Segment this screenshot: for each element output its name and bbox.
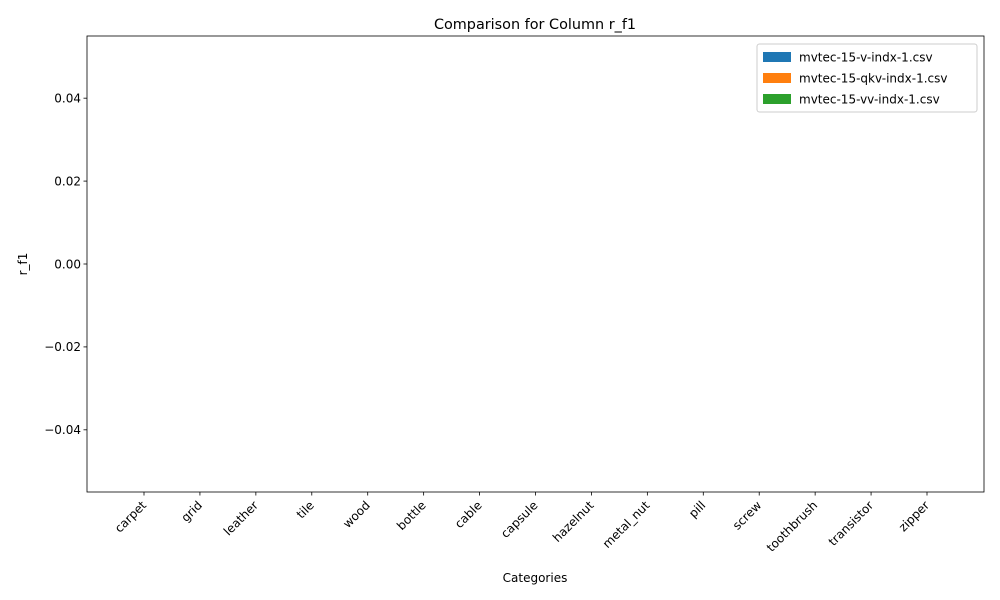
x-tick-label-transistor: transistor [826,498,877,549]
y-tick-label: −0.04 [44,423,81,437]
x-tick-label-tile: tile [294,498,317,521]
legend-box [756,43,978,113]
x-tick-label-cable: cable [452,498,485,531]
x-axis: carpet grid leather tile wood bottle cable caps… [112,492,932,555]
chart-title: Comparison for Column r_f1 [434,17,636,33]
legend-label-3: mvtec-15-vv-indx-1.csv [799,93,940,107]
y-tick-label: 0.00 [54,257,81,271]
x-tick-label-grid: grid [179,498,206,525]
x-tick-label-screw: screw [730,498,765,533]
x-tick-label-hazelnut: hazelnut [550,498,597,545]
legend-label-1: mvtec-15-v-indx-1.csv [799,51,933,65]
x-tick-label-bottle: bottle [394,498,429,533]
x-tick-label-wood: wood [340,498,373,531]
legend-swatch-3 [763,94,791,104]
y-tick-label: −0.02 [44,340,81,354]
x-tick-label-pill: pill [686,498,708,520]
y-axis-label: r_f1 [16,253,30,276]
x-tick-label-leather: leather [221,498,261,538]
x-axis-label: Categories [503,571,568,585]
x-tick-label-toothbrush: toothbrush [764,498,820,554]
x-tick-label-capsule: capsule [498,498,541,541]
x-tick-label-zipper: zipper [896,498,932,534]
legend-swatch-1 [763,52,791,62]
legend-label-2: mvtec-15-qkv-indx-1.csv [799,72,947,86]
y-axis: −0.04 −0.02 0.00 0.02 0.04 [44,91,87,437]
legend-swatch-2 [763,73,791,83]
y-tick-label: 0.02 [54,174,81,188]
legend: mvtec-15-v-indx-1.csv mvtec-15-qkv-indx-1… [756,43,978,113]
x-tick-label-metal_nut: metal_nut [600,498,653,551]
y-tick-label: 0.04 [54,91,81,105]
x-tick-label-carpet: carpet [112,498,149,535]
